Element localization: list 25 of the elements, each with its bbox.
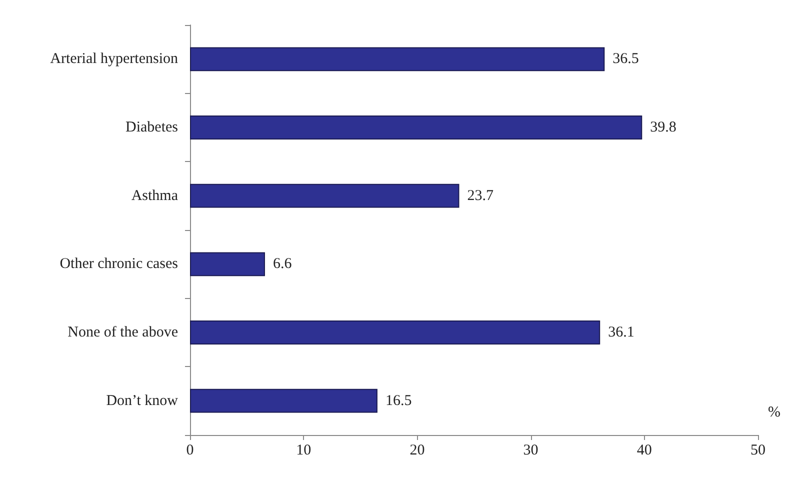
bar: [190, 47, 605, 72]
x-tick-label: 30: [523, 442, 538, 458]
bar: [190, 184, 460, 208]
bar: [190, 320, 600, 344]
data-label: 39.8: [650, 120, 676, 136]
y-tick-label: None of the above: [68, 324, 178, 340]
y-tick-label: Arterial hypertension: [50, 51, 178, 68]
bar: [190, 116, 642, 140]
x-tick-label: 40: [636, 442, 652, 458]
data-label: 6.6: [272, 256, 292, 272]
y-tick-label: Asthma: [131, 188, 178, 204]
bar: [190, 388, 378, 413]
y-tick-label: Diabetes: [126, 120, 178, 136]
data-label: 36.1: [608, 324, 634, 340]
bar: [190, 252, 265, 276]
y-tick-label: Don’t know: [106, 392, 178, 409]
x-tick-label: 20: [410, 442, 425, 458]
x-tick-label: 50: [750, 442, 766, 458]
x-tick-label: 0: [186, 442, 194, 458]
x-axis-title: %: [768, 404, 780, 420]
data-label: 23.7: [467, 188, 494, 204]
data-label: 16.5: [385, 392, 412, 409]
y-tick-label: Other chronic cases: [60, 256, 178, 272]
data-label: 36.5: [612, 51, 639, 68]
x-tick-label: 10: [296, 442, 312, 458]
